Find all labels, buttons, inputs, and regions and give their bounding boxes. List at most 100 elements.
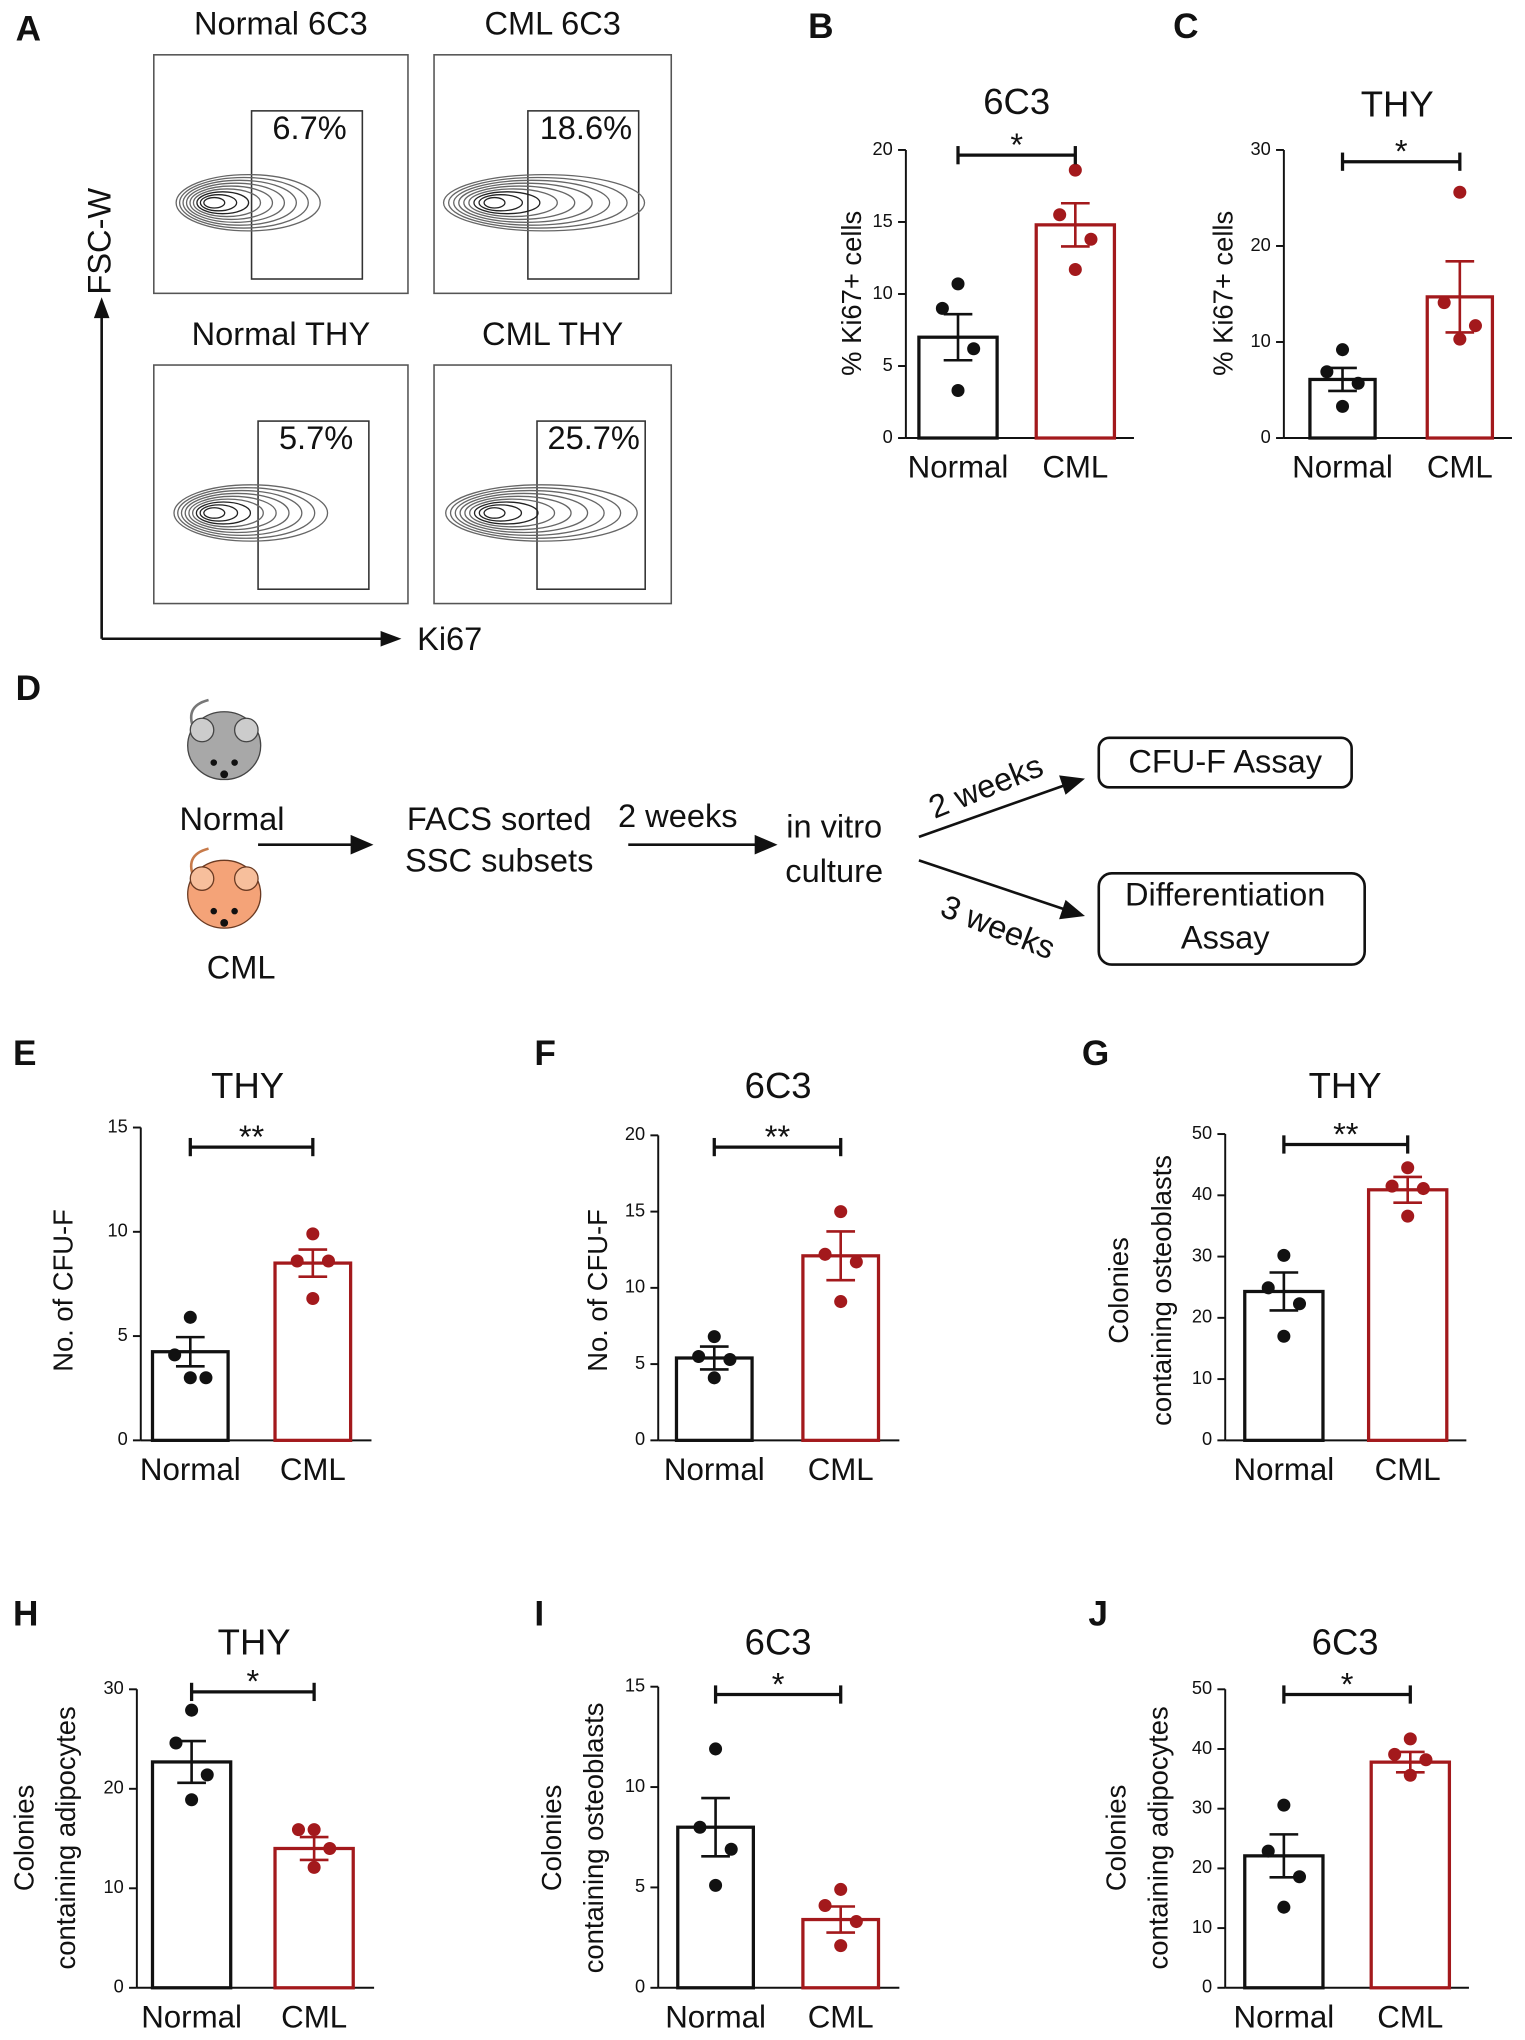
contour xyxy=(447,176,628,229)
data-point xyxy=(834,1939,848,1953)
data-point xyxy=(1068,262,1082,277)
data-point xyxy=(693,1820,707,1834)
assay-box xyxy=(1097,872,1366,966)
plot-title: Normal THY xyxy=(192,316,371,352)
chart-title: 6C3 xyxy=(983,81,1050,122)
contour xyxy=(473,191,541,215)
data-point xyxy=(967,342,981,356)
x-tick-label: CML xyxy=(281,1999,347,2034)
gate-percent: 25.7% xyxy=(548,420,640,456)
step-label: 2 weeks xyxy=(618,798,738,834)
data-point xyxy=(306,1227,320,1241)
data-point xyxy=(707,1371,721,1385)
bar xyxy=(1366,1188,1449,1442)
plot-title: CML 6C3 xyxy=(484,6,620,42)
y-axis-label: No. of CFU-F xyxy=(582,1209,613,1372)
y-tick-label: 30 xyxy=(1251,138,1271,159)
contour xyxy=(203,196,226,209)
y-tick-label: 5 xyxy=(883,354,893,375)
contour xyxy=(469,498,556,528)
y-tick-label: 30 xyxy=(1192,1244,1212,1265)
data-point xyxy=(849,1255,863,1269)
significance: ** xyxy=(239,1119,265,1155)
mouse-label: CML xyxy=(207,949,276,985)
contour xyxy=(178,176,309,229)
plot-frame xyxy=(433,54,673,295)
assay-label: Differentiation xyxy=(1125,876,1325,912)
chart-title: 6C3 xyxy=(1312,1622,1379,1663)
x-tick-label: Normal xyxy=(1233,1452,1334,1487)
data-point xyxy=(1261,1281,1275,1295)
data-point xyxy=(1277,1329,1291,1343)
axis-label: FSC-W xyxy=(81,188,117,295)
y-tick-label: 10 xyxy=(1251,330,1271,351)
data-point xyxy=(709,1878,723,1892)
y-tick-label: 15 xyxy=(625,1199,645,1220)
step-label: 3 weeks xyxy=(936,888,1060,966)
contour xyxy=(459,492,589,534)
data-point xyxy=(723,1353,737,1367)
y-tick-label: 0 xyxy=(1202,1976,1212,1997)
data-point xyxy=(1068,163,1082,177)
data-point xyxy=(818,1898,832,1913)
data-point xyxy=(951,383,965,398)
y-axis-label: % Ki67+ cells xyxy=(836,211,867,376)
contour xyxy=(483,507,506,519)
arrow-head xyxy=(93,297,110,319)
contour xyxy=(458,182,593,223)
bar xyxy=(1243,1289,1325,1442)
contour xyxy=(463,185,576,221)
significance: * xyxy=(772,1666,785,1702)
significance: * xyxy=(247,1664,260,1700)
data-point xyxy=(709,1742,723,1756)
gate-percent: 6.7% xyxy=(272,110,346,146)
x-tick-label: CML xyxy=(1042,450,1108,485)
y-tick-label: 30 xyxy=(1192,1797,1212,1818)
y-axis-label: containing adipocytes xyxy=(50,1706,81,1969)
contour xyxy=(192,498,264,528)
chart-title: THY xyxy=(211,1065,284,1106)
contour xyxy=(182,179,297,226)
data-point xyxy=(1292,1870,1307,1884)
y-tick-label: 10 xyxy=(625,1775,645,1796)
y-tick-label: 15 xyxy=(873,210,893,231)
panel-letter: H xyxy=(13,1595,38,1634)
arrows xyxy=(258,775,1085,920)
bar xyxy=(801,1254,881,1442)
x-tick-label: CML xyxy=(1375,1452,1441,1487)
y-axis-label: containing osteoblasts xyxy=(1146,1155,1177,1426)
data-point xyxy=(307,1823,321,1837)
data-point xyxy=(1292,1297,1307,1311)
contour xyxy=(483,196,506,209)
data-point xyxy=(307,1860,321,1874)
axis-label: Ki67 xyxy=(417,621,482,657)
y-tick-label: 0 xyxy=(1202,1428,1212,1449)
data-point xyxy=(306,1292,320,1306)
data-point xyxy=(183,1310,197,1324)
gate xyxy=(250,110,364,280)
y-tick-label: 10 xyxy=(1192,1367,1212,1388)
significance: * xyxy=(1341,1666,1354,1702)
data-point xyxy=(1468,319,1482,333)
contour xyxy=(199,194,238,212)
data-point xyxy=(290,1254,304,1268)
gate-percent: 18.6% xyxy=(540,110,632,146)
plot-title: Normal 6C3 xyxy=(194,6,368,42)
chart-title: THY xyxy=(1361,84,1434,125)
data-point xyxy=(818,1247,832,1261)
data-point xyxy=(169,1736,183,1750)
chart-title: THY xyxy=(218,1622,291,1663)
contour xyxy=(203,507,226,519)
data-point xyxy=(1416,1182,1430,1196)
contour xyxy=(199,504,239,522)
y-tick-label: 0 xyxy=(883,426,893,447)
assay-box xyxy=(1097,736,1353,789)
assay-label: Assay xyxy=(1181,919,1270,955)
data-point xyxy=(200,1768,214,1782)
x-tick-label: Normal xyxy=(141,1999,242,2034)
plot-frame xyxy=(433,364,673,605)
contour xyxy=(185,182,286,223)
data-point xyxy=(1053,208,1067,222)
data-point xyxy=(1401,1161,1415,1175)
x-tick-label: CML xyxy=(1377,1999,1443,2034)
